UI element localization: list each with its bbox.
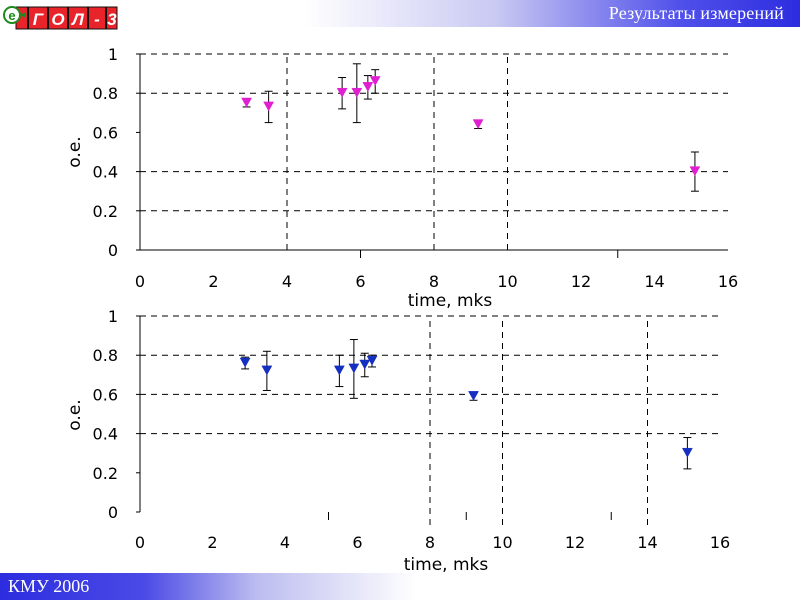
x-tick-label: 14 <box>637 533 657 552</box>
x-tick-label: 8 <box>425 533 435 552</box>
x-tick-label: 0 <box>135 272 145 291</box>
data-point-marker <box>261 365 273 376</box>
logo-letter-e: e <box>8 8 15 23</box>
x-axis-label: time, mks <box>408 291 493 311</box>
x-tick-label: 0 <box>135 533 145 552</box>
data-point-marker <box>362 82 374 92</box>
y-axis-label: o.e. <box>65 136 85 167</box>
x-tick-label: 14 <box>644 272 664 291</box>
x-tick-label: 10 <box>497 272 517 291</box>
y-tick-label: 0 <box>108 241 118 260</box>
x-tick-label: 16 <box>718 272 738 291</box>
x-tick-label: 10 <box>492 533 512 552</box>
data-point-marker <box>263 101 275 112</box>
slide-title: Результаты измерений <box>608 3 784 23</box>
y-tick-label: 0.4 <box>93 163 118 182</box>
y-tick-label: 0.4 <box>93 425 118 444</box>
y-tick-label: 0.6 <box>93 385 118 404</box>
y-tick-label: 0 <box>108 503 118 522</box>
data-point-marker <box>369 76 381 86</box>
x-tick-label: 2 <box>207 533 217 552</box>
x-tick-label: 16 <box>710 533 730 552</box>
data-point-marker <box>241 97 252 108</box>
logo-letter-o: О <box>51 10 64 29</box>
x-axis-label: time, mks <box>404 555 489 575</box>
logo-letter-3: 3 <box>107 10 117 29</box>
logo-letter-dash: - <box>94 10 100 29</box>
data-point-marker <box>336 87 348 98</box>
logo-letter-l: Л <box>70 10 84 29</box>
data-point-marker <box>351 87 363 98</box>
x-tick-label: 6 <box>352 533 362 552</box>
y-tick-label: 1 <box>108 45 118 64</box>
y-tick-label: 0.2 <box>93 464 118 483</box>
x-tick-label: 12 <box>571 272 591 291</box>
data-point-marker <box>366 355 378 366</box>
data-point-marker <box>689 166 701 177</box>
footer-bar <box>0 573 800 600</box>
gol3-logo: e Г О Л - 3 <box>2 4 119 31</box>
x-tick-label: 12 <box>565 533 585 552</box>
data-point-marker <box>681 447 693 458</box>
data-point-marker <box>359 359 371 370</box>
data-point-marker <box>468 391 479 401</box>
footer-label: КМУ 2006 <box>8 576 90 596</box>
data-point-marker <box>239 357 251 368</box>
x-tick-label: 4 <box>282 272 292 291</box>
y-axis-label: o.e. <box>65 399 85 430</box>
x-tick-label: 6 <box>355 272 365 291</box>
data-point-marker <box>348 363 360 374</box>
y-tick-label: 0.2 <box>93 202 118 221</box>
x-tick-label: 8 <box>429 272 439 291</box>
y-tick-label: 0.8 <box>93 346 118 365</box>
x-tick-label: 2 <box>208 272 218 291</box>
data-point-marker <box>333 365 345 376</box>
y-tick-label: 1 <box>108 307 118 326</box>
title-bar: Результаты измерений <box>0 0 800 27</box>
y-tick-label: 0.6 <box>93 123 118 142</box>
y-tick-label: 0.8 <box>93 84 118 103</box>
x-tick-label: 4 <box>280 533 290 552</box>
data-point-marker <box>472 119 484 130</box>
logo-letter-g: Г <box>33 10 45 29</box>
